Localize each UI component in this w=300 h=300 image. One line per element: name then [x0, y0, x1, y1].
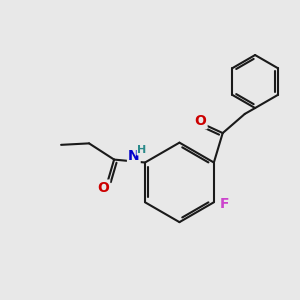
- Text: N: N: [128, 149, 140, 163]
- Text: H: H: [137, 145, 147, 154]
- Text: O: O: [195, 114, 207, 128]
- Text: F: F: [219, 197, 229, 211]
- Text: O: O: [97, 181, 109, 194]
